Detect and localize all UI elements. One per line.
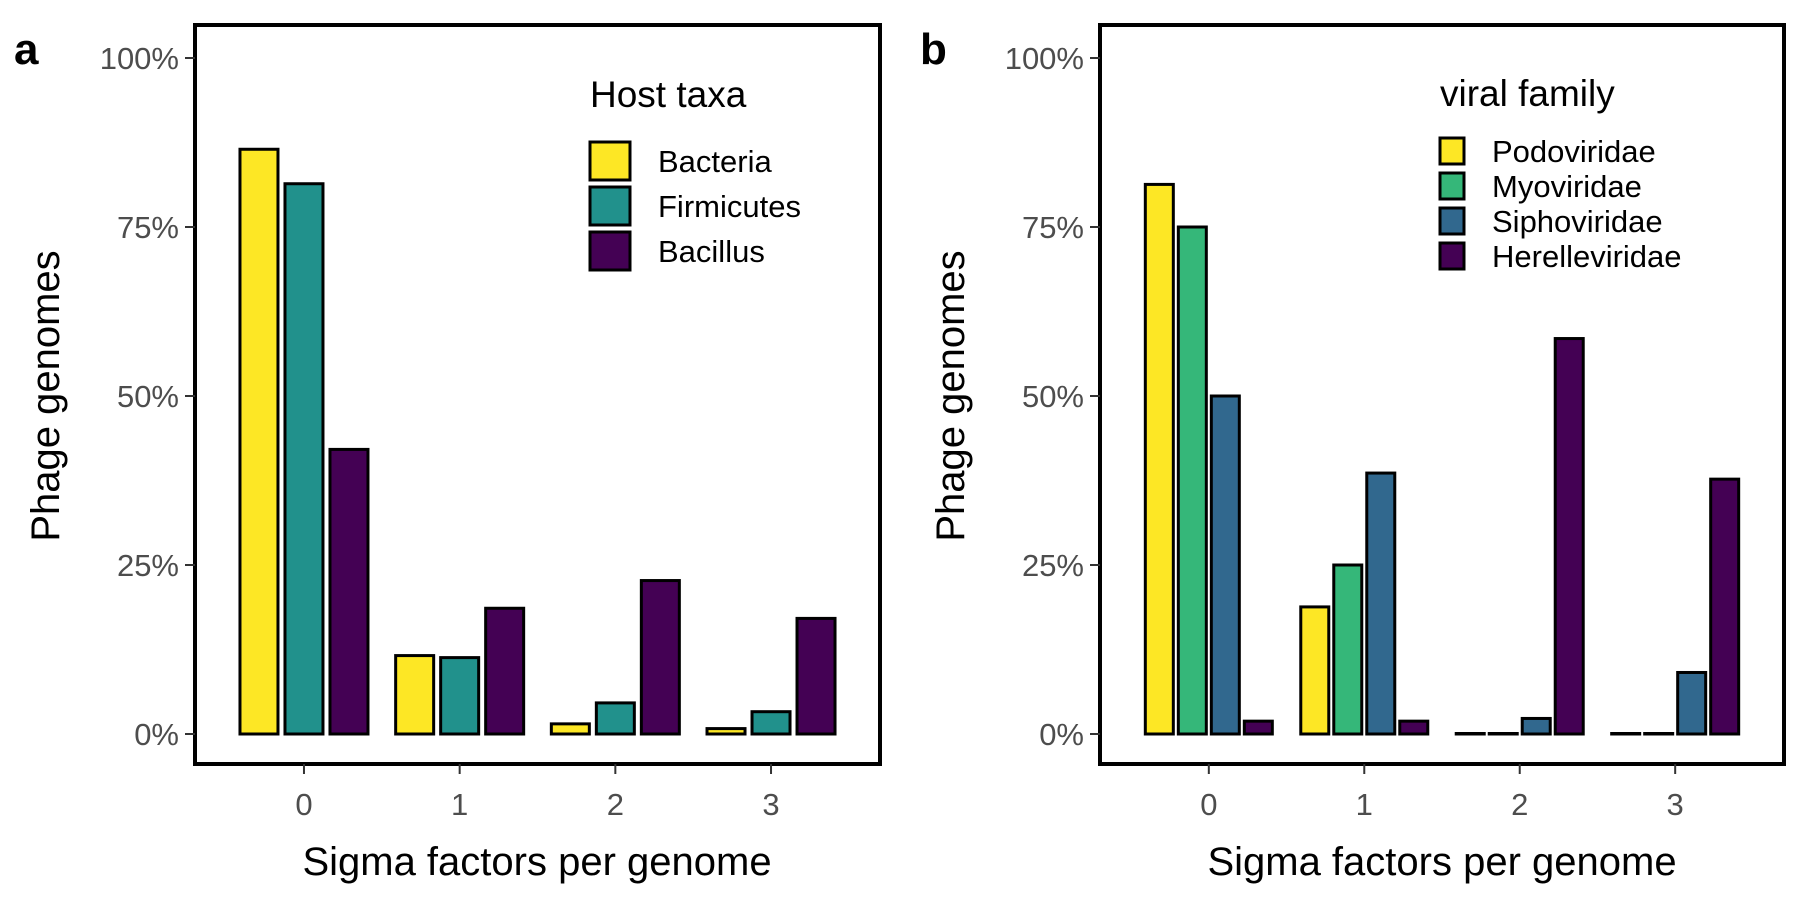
bar-bacillus-1 — [484, 606, 526, 736]
y-tick-label: 0% — [134, 717, 179, 752]
legend-label-siphoviridae: Siphoviridae — [1492, 204, 1663, 239]
bar-siphoviridae-0 — [1209, 394, 1241, 736]
y-tick-label: 75% — [1022, 210, 1084, 245]
legend-swatch-podoviridae — [1438, 136, 1466, 166]
legend-swatch-bacillus — [588, 230, 632, 272]
legend-swatch-herelleviridae — [1438, 241, 1466, 271]
panel-a: a 0% 25% 50% 75% 100% 0 1 2 3 Sigma factors per ge… — [14, 23, 882, 884]
bar-herelleviridae-0 — [1242, 719, 1274, 736]
legend-swatch-siphoviridae — [1438, 206, 1466, 236]
x-axis-title: Sigma factors per genome — [302, 840, 771, 884]
legend-label-myoviridae: Myoviridae — [1492, 169, 1642, 204]
y-axis-title: Phage genomes — [929, 250, 973, 541]
bar-myoviridae-1 — [1332, 563, 1364, 736]
bar-herelleviridae-3 — [1709, 477, 1741, 736]
bar-bacteria-3 — [705, 727, 747, 736]
legend-title: viral family — [1440, 73, 1615, 114]
x-tick-label: 1 — [1356, 787, 1373, 822]
legend-title: Host taxa — [590, 74, 747, 115]
bar-firmicutes-3 — [750, 710, 792, 736]
bar-podoviridae-1 — [1299, 605, 1331, 736]
y-tick-label: 75% — [117, 210, 179, 245]
bar-firmicutes-0 — [283, 182, 325, 736]
bar-podoviridae-2 — [1454, 732, 1486, 736]
legend-label-podoviridae: Podoviridae — [1492, 134, 1656, 169]
legend-swatch-bacteria — [588, 140, 632, 182]
bar-herelleviridae-2 — [1553, 337, 1585, 736]
x-tick-label: 0 — [1200, 787, 1217, 822]
bar-bacillus-2 — [639, 579, 681, 736]
legend-label-bacteria: Bacteria — [658, 144, 772, 179]
y-tick-label: 25% — [1022, 548, 1084, 583]
bar-firmicutes-1 — [439, 656, 481, 736]
bar-herelleviridae-1 — [1398, 719, 1430, 736]
bar-siphoviridae-3 — [1676, 670, 1708, 736]
panel-border — [1098, 23, 1786, 766]
x-tick-label: 3 — [1667, 787, 1684, 822]
x-tick-label: 3 — [762, 787, 779, 822]
bar-siphoviridae-1 — [1365, 471, 1397, 736]
bar-bacteria-1 — [394, 654, 436, 736]
x-tick-label: 1 — [451, 787, 468, 822]
bar-myoviridae-3 — [1643, 732, 1675, 736]
bar-myoviridae-2 — [1487, 732, 1519, 736]
panel-letter: b — [920, 25, 947, 74]
y-tick-label: 50% — [1022, 379, 1084, 414]
x-tick-label: 2 — [607, 787, 624, 822]
bar-bacillus-3 — [795, 616, 837, 736]
legend-swatch-firmicutes — [588, 185, 632, 227]
legend: Host taxa Bacteria Firmicutes Bacillus — [588, 74, 801, 272]
legend-swatch-myoviridae — [1438, 171, 1466, 201]
y-axis-title: Phage genomes — [24, 250, 68, 541]
legend-label-bacillus: Bacillus — [658, 234, 765, 269]
y-tick-label: 100% — [100, 41, 179, 76]
bar-bacteria-2 — [549, 722, 591, 736]
bar-myoviridae-0 — [1176, 225, 1208, 736]
y-tick-label: 50% — [117, 379, 179, 414]
y-tick-label: 0% — [1039, 717, 1084, 752]
bar-bacteria-0 — [238, 147, 280, 736]
bar-siphoviridae-2 — [1520, 716, 1552, 736]
legend: viral family PodoviridaeMyoviridaeSiphovi… — [1438, 73, 1682, 274]
panel-b: b 0% 25% 50% 75% 100% 0 1 2 3 Sigma factors per ge… — [920, 23, 1786, 884]
legend-label-herelleviridae: Herelleviridae — [1492, 239, 1682, 274]
x-tick-label: 2 — [1511, 787, 1528, 822]
bar-podoviridae-0 — [1143, 182, 1175, 736]
bar-firmicutes-2 — [594, 701, 636, 736]
y-tick-label: 100% — [1005, 41, 1084, 76]
panel-border — [193, 23, 882, 766]
y-tick-label: 25% — [117, 548, 179, 583]
x-axis-title: Sigma factors per genome — [1207, 840, 1676, 884]
bar-bacillus-0 — [328, 447, 370, 736]
x-tick-label: 0 — [295, 787, 312, 822]
panel-letter: a — [14, 25, 39, 74]
bar-podoviridae-3 — [1610, 732, 1642, 736]
legend-label-firmicutes: Firmicutes — [658, 189, 801, 224]
